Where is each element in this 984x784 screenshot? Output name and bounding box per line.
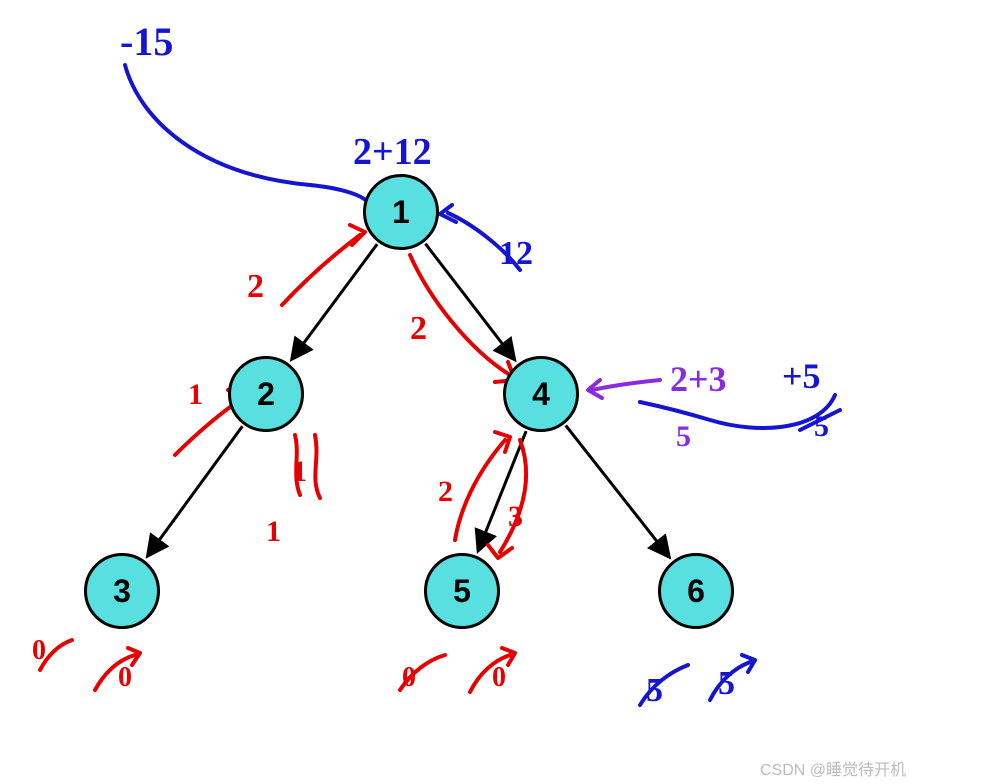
annotation-18: 5 [646,672,663,710]
annotation-1: 2+12 [353,130,432,174]
purple-arrow-to-4 [588,380,660,398]
annotation-0: -15 [120,18,173,65]
annotation-7: 1 [266,515,281,549]
node-3: 3 [84,553,160,629]
annotation-4: 2 [410,310,427,348]
annotation-10: 2+3 [670,358,727,400]
annotation-8: 2 [438,475,453,509]
red-arrow-4-to-5-right [488,440,526,558]
annotation-2: 12 [499,235,533,273]
node-5: 5 [424,553,500,629]
annotation-15: 0 [118,662,132,694]
annotation-6: 1 [292,455,307,489]
edge-n1-n2 [292,244,377,359]
node-2: 2 [228,356,304,432]
edge-n2-n3 [148,426,242,555]
annotation-5: 1 [188,378,203,412]
node-1: 1 [363,174,439,250]
red-arrow-5-to-4-left [455,432,510,540]
node-4: 4 [503,356,579,432]
red-arrow-2-to-1-left [282,225,365,305]
annotation-11: +5 [782,355,821,397]
annotation-14: 0 [32,635,46,667]
annotation-12: 5 [676,420,691,454]
annotation-13: 5 [814,410,829,444]
annotation-16: 0 [402,662,416,694]
annotation-17: 0 [492,662,506,694]
watermark: CSDN @睡觉待开机 [760,756,906,780]
annotation-19: 5 [718,665,735,703]
annotation-3: 2 [247,268,264,306]
edge-n4-n6 [566,425,669,556]
blue-arc-top [125,65,370,205]
annotation-9: 3 [508,500,523,534]
tree-diagram: { "diagram": { "type": "tree", "backgrou… [0,0,984,784]
node-6: 6 [658,553,734,629]
